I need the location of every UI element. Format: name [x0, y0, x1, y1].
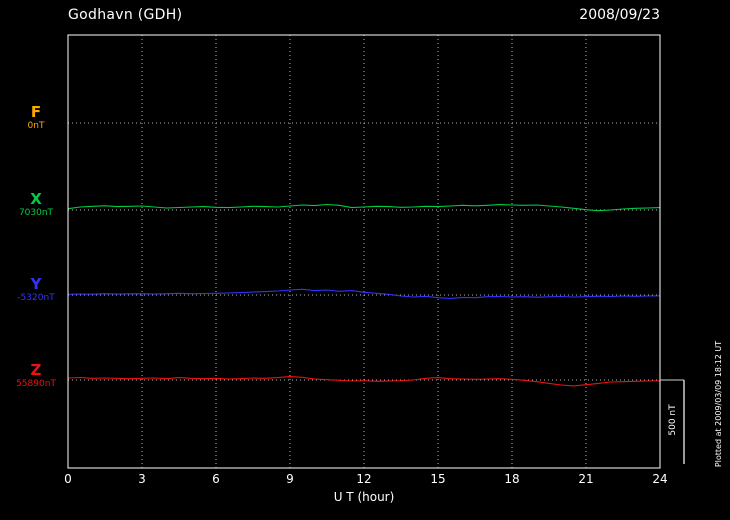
x-tick-label: 3	[138, 472, 146, 486]
x-tick-label: 6	[212, 472, 220, 486]
x-tick-label: 12	[356, 472, 371, 486]
x-tick-label: 9	[286, 472, 294, 486]
channel-letter-Z: Z	[30, 361, 42, 379]
channel-baseline-F: 0nT	[27, 121, 45, 131]
scalebar-label: 500 nT	[668, 404, 678, 436]
channel-block-X: X 7030nT	[8, 191, 64, 219]
x-tick-label: 0	[64, 472, 72, 486]
station-title: Godhavn (GDH)	[68, 7, 183, 23]
x-tick-label: 18	[504, 472, 519, 486]
channel-block-Z: Z 55890nT	[8, 362, 64, 390]
plotted-at-note: Plotted at 2009/03/09 18:12 UT	[714, 340, 723, 468]
x-tick-label: 21	[578, 472, 593, 486]
x-axis-label: U T (hour)	[333, 490, 395, 504]
channel-block-F: F 0nT	[8, 104, 64, 132]
channel-block-Y: Y -5320nT	[8, 276, 64, 304]
x-tick-label: 15	[430, 472, 445, 486]
plot-frame	[67, 34, 661, 469]
trace-Y	[67, 288, 661, 299]
date-label: 2008/09/23	[579, 7, 660, 23]
channel-baseline-Z: 55890nT	[16, 379, 56, 389]
x-tick-label: 24	[652, 472, 667, 486]
trace-Z	[67, 376, 661, 387]
channel-letter-Y: Y	[30, 275, 42, 293]
channel-letter-X: X	[30, 190, 42, 208]
trace-X	[67, 203, 661, 212]
channel-letter-F: F	[30, 103, 42, 121]
channel-baseline-X: 7030nT	[18, 208, 54, 218]
channel-baseline-Y: -5320nT	[17, 293, 55, 303]
